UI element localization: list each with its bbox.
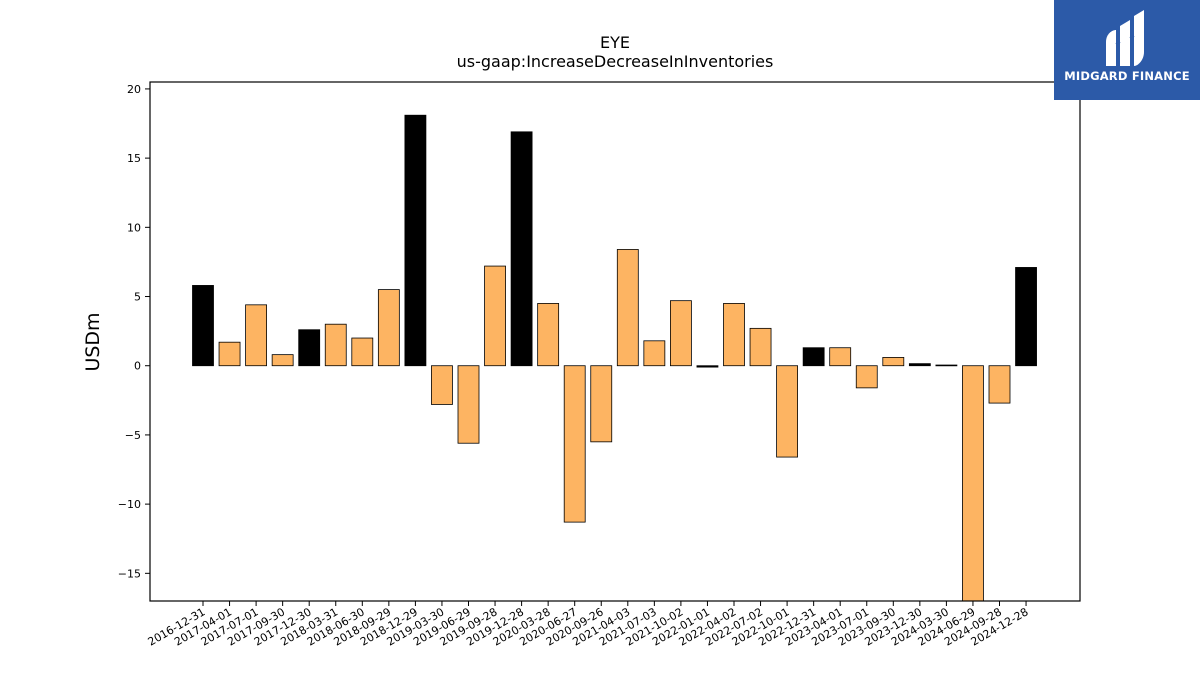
bar <box>723 303 745 367</box>
midgard-logo-icon <box>1106 10 1144 66</box>
bar <box>218 341 241 367</box>
chart-title: EYE <box>600 33 630 52</box>
bar <box>351 337 374 367</box>
bar <box>245 304 268 367</box>
y-ticks-group: 20 15 10 5 0 −5 −10 −15 <box>118 83 150 580</box>
bar <box>643 340 666 367</box>
y-tick-label: 20 <box>127 83 141 96</box>
y-tick-label: −10 <box>118 498 141 511</box>
bar <box>670 300 692 367</box>
bar <box>829 347 852 367</box>
logo-text: MIDGARD FINANCE <box>1064 69 1190 83</box>
y-tick-label: 10 <box>127 221 141 234</box>
bar <box>431 365 453 405</box>
bar <box>988 365 1011 404</box>
bar <box>590 365 613 443</box>
plot-frame <box>149 81 1081 602</box>
y-tick-label: 0 <box>134 360 141 373</box>
bar <box>537 303 560 367</box>
bar <box>404 114 427 367</box>
bar <box>484 265 506 367</box>
x-ticks-group: 2016-12-312017-04-012017-07-012017-09-30… <box>146 601 1031 649</box>
y-tick-label: −15 <box>118 567 141 580</box>
bar <box>935 364 958 367</box>
bar <box>616 249 639 367</box>
bar <box>855 365 878 389</box>
bar <box>271 354 294 367</box>
y-axis-label: USDm <box>82 312 104 371</box>
bar <box>563 365 586 523</box>
bar <box>908 363 931 367</box>
bar <box>749 327 772 367</box>
bars-group <box>192 114 1037 602</box>
bar <box>696 365 719 368</box>
bar <box>776 365 798 458</box>
y-tick-label: −5 <box>125 429 141 442</box>
bar <box>192 285 214 367</box>
y-tick-label: 5 <box>134 291 141 304</box>
bar <box>962 365 984 602</box>
bar <box>510 131 533 367</box>
brand-logo: MIDGARD FINANCE <box>1054 0 1200 100</box>
bar <box>298 329 321 367</box>
bar <box>802 347 825 367</box>
bar <box>1015 267 1037 367</box>
bar <box>457 365 480 444</box>
bar <box>882 357 905 367</box>
bar <box>377 289 400 367</box>
y-tick-label: 15 <box>127 152 141 165</box>
bar <box>324 323 347 367</box>
chart-subtitle: us-gaap:IncreaseDecreaseInInventories <box>457 52 774 71</box>
